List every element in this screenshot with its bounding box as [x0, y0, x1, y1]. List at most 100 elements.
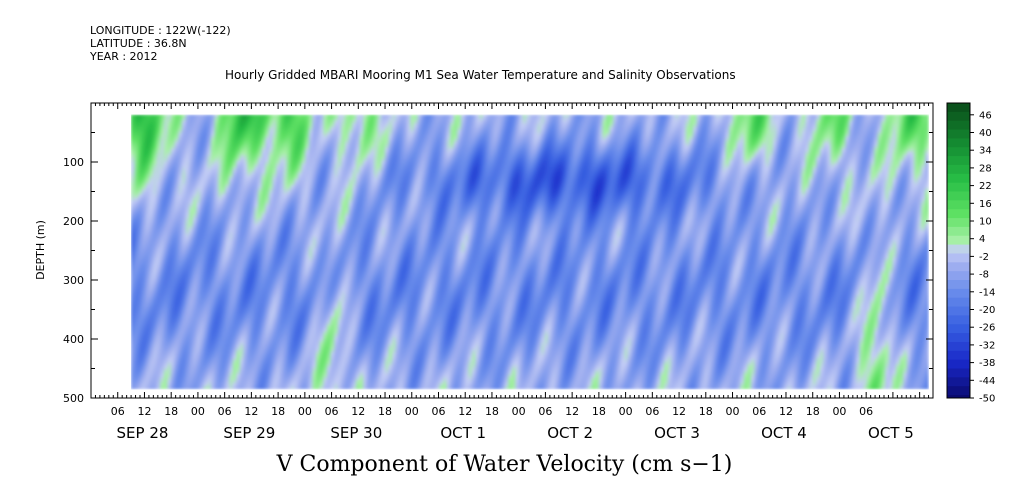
- variable-label: V Component of Water Velocity (cm s−1): [276, 452, 733, 477]
- colorbar-segment: [947, 103, 970, 113]
- colorbar-tick-label: -32: [979, 340, 995, 351]
- x-hour-tick-label: 12: [244, 405, 258, 418]
- y-axis-label: DEPTH (m): [34, 220, 47, 280]
- colorbar-segment: [947, 271, 970, 281]
- x-hour-tick-label: 00: [619, 405, 633, 418]
- colorbar-tick-label: -2: [979, 252, 989, 263]
- colorbar-segment: [947, 164, 970, 175]
- colorbar-segment: [947, 395, 970, 399]
- x-date-label: OCT 2: [547, 424, 593, 442]
- colorbar-tick-label: 40: [979, 128, 992, 139]
- colorbar-tick-label: 28: [979, 163, 992, 174]
- colorbar-segment: [947, 288, 970, 299]
- x-hour-tick-label: 00: [832, 405, 846, 418]
- colorbar-segment: [947, 173, 970, 184]
- x-hour-tick-label: 06: [645, 405, 659, 418]
- x-hour-tick-label: 00: [512, 405, 526, 418]
- x-hour-tick-label: 06: [859, 405, 873, 418]
- y-tick-label: 400: [63, 333, 84, 346]
- colorbar-segment: [947, 333, 970, 343]
- x-hour-tick-label: 06: [218, 405, 232, 418]
- x-hour-tick-label: 12: [779, 405, 793, 418]
- chart-metadata: LONGITUDE : 122W(-122) LATITUDE : 36.8N …: [90, 24, 231, 63]
- colorbar-tick-label: 10: [979, 217, 992, 228]
- x-hour-tick-label: 18: [271, 405, 285, 418]
- colorbar-segment: [947, 120, 970, 131]
- longitude-label: LONGITUDE : 122W(-122): [90, 24, 231, 37]
- colorbar-tick-label: 46: [979, 110, 992, 121]
- colorbar-segment: [947, 191, 970, 201]
- x-hour-tick-label: 06: [538, 405, 552, 418]
- colorbar-segment: [947, 350, 970, 361]
- colorbar-segment: [947, 377, 970, 387]
- colorbar-segment: [947, 235, 970, 246]
- x-hour-tick-label: 06: [325, 405, 339, 418]
- colorbar-segment: [947, 341, 970, 352]
- colorbar-segment: [947, 368, 970, 378]
- x-hour-tick-label: 12: [351, 405, 365, 418]
- colorbar: 46 40 34 28 22 16 10 4 -2 -8 -14 -20 -26 -32 -38 -44 -50: [946, 102, 995, 405]
- colorbar-tick-label: -14: [979, 287, 995, 298]
- colorbar-segment: [947, 253, 970, 263]
- x-hour-tick-label: 12: [565, 405, 579, 418]
- x-hour-tick-label: 18: [164, 405, 178, 418]
- x-hour-tick-label: 12: [137, 405, 151, 418]
- x-hour-tick-label: 18: [378, 405, 392, 418]
- colorbar-segment: [947, 226, 970, 237]
- colorbar-segment: [947, 138, 970, 148]
- x-date-label: SEP 29: [223, 424, 275, 442]
- colorbar-tick-label: -20: [979, 305, 995, 316]
- colorbar-tick-label: 22: [979, 181, 992, 192]
- colorbar-tick-label: 16: [979, 199, 992, 210]
- colorbar-tick-label: -26: [979, 323, 995, 334]
- latitude-label: LATITUDE : 36.8N: [90, 37, 187, 50]
- x-date-label: OCT 3: [654, 424, 700, 442]
- colorbar-segment: [947, 324, 970, 334]
- colorbar-segment: [947, 129, 970, 139]
- x-date-label: OCT 1: [440, 424, 486, 442]
- x-hour-tick-label: 06: [752, 405, 766, 418]
- colorbar-segment: [947, 200, 970, 210]
- colorbar-segment: [947, 306, 970, 316]
- x-date-label: SEP 28: [117, 424, 169, 442]
- heatmap-image: [131, 114, 929, 390]
- colorbar-tick-label: -44: [979, 376, 995, 387]
- x-hour-tick-label: 18: [806, 405, 820, 418]
- colorbar-segment: [947, 182, 970, 192]
- colorbar-segment: [947, 315, 970, 325]
- colorbar-tick-label: -38: [979, 358, 995, 369]
- colorbar-segment: [947, 111, 970, 122]
- x-hour-tick-label: 00: [726, 405, 740, 418]
- x-date-label: OCT 5: [868, 424, 914, 442]
- y-tick-label: 300: [63, 274, 84, 287]
- colorbar-segment: [947, 218, 970, 228]
- y-tick-label: 100: [63, 156, 84, 169]
- colorbar-frame: [946, 102, 971, 399]
- x-hour-tick-label: 00: [191, 405, 205, 418]
- x-date-label: SEP 30: [330, 424, 382, 442]
- y-tick-label: 200: [63, 215, 84, 228]
- x-hour-tick-label: 00: [405, 405, 419, 418]
- colorbar-tick-label: 4: [979, 234, 985, 245]
- x-hour-tick-label: 18: [485, 405, 499, 418]
- colorbar-segment: [947, 156, 970, 166]
- colorbar-segment: [947, 262, 970, 272]
- year-label: YEAR : 2012: [90, 50, 158, 63]
- colorbar-segment: [947, 209, 970, 219]
- chart-title: Hourly Gridded MBARI Mooring M1 Sea Wate…: [225, 68, 736, 82]
- colorbar-tick-label: -8: [979, 270, 989, 281]
- colorbar-segment: [947, 386, 970, 396]
- y-tick-label: 500: [63, 392, 84, 405]
- x-hour-tick-label: 18: [699, 405, 713, 418]
- colorbar-segment: [947, 359, 970, 369]
- colorbar-segment: [947, 244, 970, 254]
- x-date-label: OCT 4: [761, 424, 807, 442]
- axes: 06 12 18 00 06 12 18 00 06 12 18 00 06 12 18 00 06 12 18 00…: [63, 103, 934, 442]
- x-hour-tick-label: 06: [431, 405, 445, 418]
- x-hour-tick-label: 06: [111, 405, 125, 418]
- heatmap-field: [131, 114, 929, 390]
- x-hour-tick-label: 18: [592, 405, 606, 418]
- colorbar-segment: [947, 280, 970, 290]
- colorbar-segment: [947, 147, 970, 157]
